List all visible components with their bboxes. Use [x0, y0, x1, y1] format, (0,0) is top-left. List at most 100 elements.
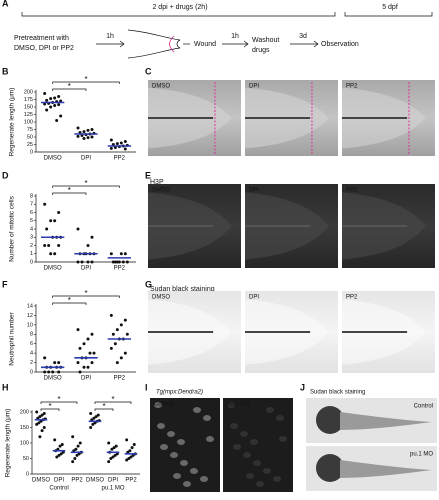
data-point	[111, 332, 115, 336]
cell	[183, 481, 191, 487]
image-label: pu.1 MO	[227, 402, 250, 408]
y-tick-label: 12	[27, 313, 33, 319]
data-point	[42, 412, 46, 416]
data-point	[49, 105, 53, 109]
data-point	[90, 260, 94, 264]
y-tick-label: 0	[30, 259, 33, 265]
cell	[256, 481, 264, 487]
y-axis-label: Number of mitotic cells	[9, 195, 16, 261]
panel-label: A	[2, 0, 9, 8]
axis	[35, 304, 136, 373]
y-tick-label: 100	[24, 119, 33, 125]
data-point	[43, 356, 47, 360]
panel-label: D	[2, 170, 9, 180]
significance-bracket	[52, 302, 87, 305]
data-point	[109, 138, 113, 142]
data-point	[53, 96, 57, 100]
significance-bracket	[94, 408, 114, 411]
data-point	[43, 92, 47, 95]
arrow	[222, 40, 249, 48]
data-point	[40, 429, 44, 433]
y-tick-label: 175	[24, 97, 33, 103]
data-point	[76, 361, 80, 365]
y-tick-label: 14	[27, 303, 33, 309]
data-point	[125, 458, 129, 462]
cell	[190, 468, 198, 474]
y-tick-label: 4	[30, 226, 33, 232]
data-point	[49, 252, 53, 256]
image-label: PP2	[346, 188, 358, 194]
data-point	[57, 95, 61, 98]
y-tick-label: 5	[30, 218, 33, 224]
x-tick-label: DMSO	[86, 478, 104, 484]
data-point	[132, 443, 136, 447]
time-label: 3d	[299, 33, 307, 40]
data-point	[109, 346, 113, 350]
data-point	[90, 361, 94, 365]
data-point	[76, 328, 80, 332]
y-tick-label: 200	[24, 89, 33, 95]
arrow	[290, 40, 319, 48]
image-label: DPI	[249, 295, 259, 301]
y-tick-label: 6	[30, 210, 33, 216]
data-point	[109, 457, 113, 460]
cell	[160, 444, 168, 450]
significance-bracket	[94, 401, 132, 404]
data-point	[117, 260, 121, 264]
data-point	[90, 235, 94, 239]
data-point	[57, 361, 61, 365]
image-title: Sudan black staining	[310, 390, 365, 396]
data-point	[89, 412, 93, 416]
data-point	[113, 260, 117, 264]
image-label: DMSO	[152, 188, 170, 194]
cell	[180, 460, 188, 466]
data-point	[76, 227, 80, 231]
y-tick-label: 50	[23, 456, 29, 462]
significance-label: *	[68, 296, 71, 305]
cell	[243, 452, 251, 458]
x-tick-label: DPI	[81, 156, 91, 162]
data-point	[125, 332, 129, 336]
significance-label: *	[48, 402, 51, 411]
data-point	[82, 137, 86, 140]
axis	[31, 410, 140, 475]
data-point	[76, 260, 80, 264]
data-point	[43, 202, 47, 206]
y-axis-label: Regenerate length (μm)	[9, 88, 16, 157]
significance-bracket	[52, 88, 87, 91]
data-point	[113, 342, 117, 346]
y-tick-label: 100	[20, 440, 29, 446]
cell	[177, 439, 185, 445]
data-point	[57, 103, 61, 107]
step-text: Observation	[321, 41, 359, 48]
cell	[233, 444, 241, 450]
data-point	[57, 211, 61, 214]
data-point	[42, 426, 46, 429]
cell	[206, 436, 214, 442]
cell	[193, 407, 201, 413]
data-point	[119, 252, 123, 256]
span-line	[21, 12, 336, 17]
step-text: Washout	[252, 37, 279, 44]
image-label: PP2	[346, 84, 358, 90]
y-tick-label: 7	[30, 202, 33, 208]
data-point	[76, 134, 80, 138]
data-point	[82, 130, 86, 134]
image-label: DMSO	[152, 295, 170, 301]
axis	[35, 194, 136, 263]
image-label: pu.1 MO	[410, 452, 433, 458]
data-point	[90, 128, 94, 131]
data-point	[59, 452, 63, 456]
data-point	[123, 318, 127, 322]
panel-label: E	[145, 170, 151, 180]
data-point	[86, 136, 90, 140]
y-tick-label: 2	[30, 360, 33, 366]
data-point	[119, 323, 123, 327]
data-point	[90, 135, 94, 139]
embryo-head	[316, 406, 344, 434]
data-point	[129, 455, 133, 459]
significance-label: *	[68, 82, 71, 91]
time-label: 1h	[231, 33, 239, 40]
data-point	[126, 450, 130, 454]
